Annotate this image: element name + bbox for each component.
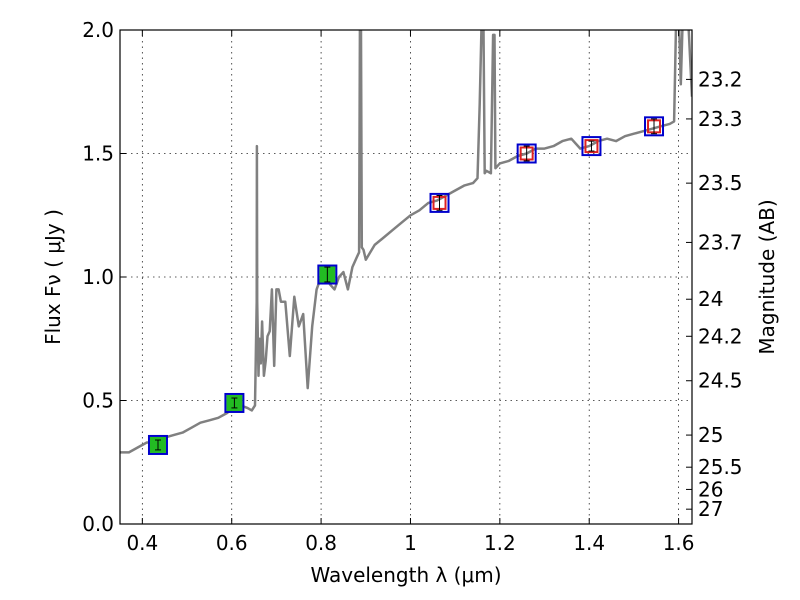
y-tick-label: 0.0 <box>82 512 114 536</box>
x-tick-label: 1 <box>404 531 417 555</box>
y-axis-title: Flux Fν ( μJy ) <box>41 209 65 345</box>
model-box <box>644 116 665 137</box>
right-axis-title: Magnitude (AB) <box>755 199 779 354</box>
x-axis-title: Wavelength λ (μm) <box>310 563 501 587</box>
spectrum-layer <box>120 30 692 454</box>
spectrum-line <box>120 30 692 454</box>
model-box <box>317 264 338 285</box>
x-tick-label: 1.2 <box>484 531 516 555</box>
photometry-point <box>429 192 450 213</box>
x-tick-label: 0.8 <box>305 531 337 555</box>
x-tick-label: 1.6 <box>663 531 695 555</box>
observed-marker <box>584 139 599 154</box>
x-tick-label: 0.4 <box>126 531 158 555</box>
right-tick-label: 23.7 <box>698 230 743 254</box>
right-tick-label: 23.2 <box>698 67 743 91</box>
photometry-point <box>516 143 537 164</box>
photometry-point <box>224 392 245 413</box>
x-tick-label: 0.6 <box>216 531 248 555</box>
right-tick-label: 24.2 <box>698 324 743 348</box>
model-box <box>516 143 537 164</box>
right-tick-label: 25.5 <box>698 455 743 479</box>
y-tick-label: 0.5 <box>82 389 114 413</box>
axis-ticks: 0.4 0.6 0.8 1 1.2 1.4 1.6 0.0 0.5 1.0 1.5 2.0 23.2 23… <box>82 18 742 555</box>
photometry-point <box>644 116 665 137</box>
right-tick-label: 24.5 <box>698 369 743 393</box>
photometry-point <box>147 434 168 455</box>
right-tick-label: 23.5 <box>698 171 743 195</box>
x-tick-label: 1.4 <box>573 531 605 555</box>
model-box <box>429 192 450 213</box>
model-box <box>224 392 245 413</box>
model-box <box>147 434 168 455</box>
model-box <box>581 136 602 157</box>
photometry-point <box>581 136 602 157</box>
y-tick-label: 1.0 <box>82 265 114 289</box>
right-tick-label: 26 <box>698 477 723 501</box>
y-tick-label: 2.0 <box>82 18 114 42</box>
photometry-layer <box>147 116 665 455</box>
grid <box>120 29 692 525</box>
right-tick-label: 24 <box>698 287 723 311</box>
y-tick-label: 1.5 <box>82 142 114 166</box>
photometry-point <box>317 264 338 285</box>
right-tick-label: 25 <box>698 423 723 447</box>
right-tick-label: 27 <box>698 497 723 521</box>
right-tick-label: 23.3 <box>698 107 743 131</box>
